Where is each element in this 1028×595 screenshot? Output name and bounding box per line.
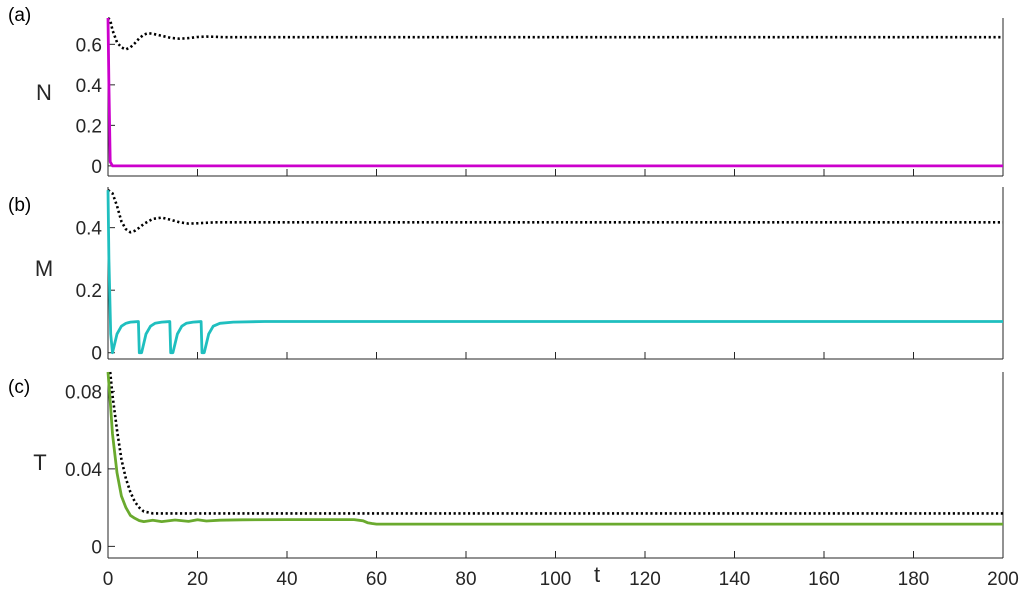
x-tick-label: 100 (540, 569, 572, 590)
x-tick-label: 0 (103, 569, 114, 590)
x-tick-label: 20 (187, 569, 208, 590)
y-tick-label: 0 (91, 157, 102, 178)
x-tick-label: 60 (366, 569, 387, 590)
y-tick-label: 0.6 (76, 35, 102, 56)
y-tick-label: 0 (91, 537, 102, 558)
x-tick-label: 160 (808, 569, 840, 590)
dotted-series-line (108, 371, 1003, 515)
x-tick-label: 40 (276, 569, 297, 590)
solid-series-line (106, 17, 1003, 168)
panel-b: 0 0.2 0.4 M (35, 187, 1004, 365)
y-axis-label: T (33, 450, 46, 475)
y-tick-label: 0.04 (65, 460, 102, 481)
solid-series-line (106, 190, 1003, 355)
panel-a: 0 0.2 0.4 0.6 N (36, 17, 1004, 178)
dotted-series-line (107, 189, 1003, 234)
dotted-series-line (107, 17, 1003, 51)
panel-label-a: (a) (8, 5, 32, 26)
y-axis-label: M (35, 256, 53, 281)
panel-label-c: (c) (8, 377, 31, 398)
y-tick-label: 0 (91, 344, 102, 365)
panel-label-b: (b) (8, 195, 32, 216)
x-tick-label: 200 (987, 569, 1019, 590)
x-axis-label: t (594, 562, 600, 587)
y-tick-label: 0.08 (65, 382, 102, 403)
x-tick-label: 80 (455, 569, 476, 590)
y-axis-label: N (36, 80, 52, 105)
y-tick-label: 0.4 (76, 219, 103, 240)
x-tick-label: 120 (629, 569, 661, 590)
x-tick-label: 180 (898, 569, 930, 590)
solid-series-line (106, 371, 1003, 526)
y-tick-label: 0.4 (76, 76, 103, 97)
y-tick-label: 0.2 (76, 281, 102, 302)
x-tick-label: 140 (719, 569, 751, 590)
y-tick-label: 0.2 (76, 116, 102, 137)
panel-c: 0 0.04 0.08 0 20 40 60 80 100 120 140 160 180 200 Tt (33, 371, 1019, 590)
